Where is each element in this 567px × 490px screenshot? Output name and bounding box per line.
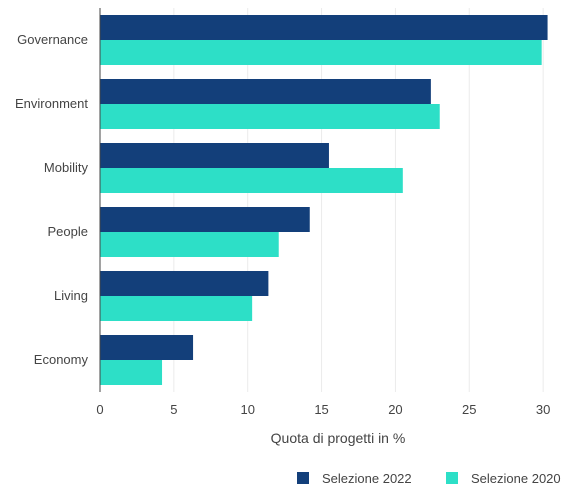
legend-swatch-1[interactable] xyxy=(297,472,309,484)
bar-economy-series-1[interactable] xyxy=(100,335,194,360)
x-axis-title: Quota di progetti in % xyxy=(271,430,406,446)
x-tick-label-20: 20 xyxy=(388,402,402,417)
x-tick-label-25: 25 xyxy=(462,402,476,417)
legend-label-1[interactable]: Selezione 2022 xyxy=(322,471,412,486)
x-tick-label-15: 15 xyxy=(314,402,328,417)
bar-living-series-1[interactable] xyxy=(100,271,269,296)
x-tick-label-30: 30 xyxy=(536,402,550,417)
legend-swatch-2[interactable] xyxy=(446,472,458,484)
x-tick-label-0: 0 xyxy=(96,402,103,417)
y-tick-label-economy: Economy xyxy=(34,352,89,367)
bar-governance-series-1[interactable] xyxy=(100,15,548,40)
bar-mobility-series-1[interactable] xyxy=(100,143,329,168)
bars xyxy=(100,15,548,385)
legend[interactable]: Selezione 2022 Selezione 2020 xyxy=(297,471,561,486)
bar-environment-series-1[interactable] xyxy=(100,79,431,104)
x-tick-labels: 0 5 10 15 20 25 30 xyxy=(96,402,550,417)
x-tick-label-5: 5 xyxy=(170,402,177,417)
y-tick-label-governance: Governance xyxy=(17,32,88,47)
y-tick-label-living: Living xyxy=(54,288,88,303)
bar-mobility-series-2[interactable] xyxy=(100,168,403,193)
bar-governance-series-2[interactable] xyxy=(100,40,542,65)
bar-living-series-2[interactable] xyxy=(100,296,253,321)
bar-people-series-2[interactable] xyxy=(100,232,279,257)
gridlines xyxy=(173,8,544,392)
bar-people-series-1[interactable] xyxy=(100,207,310,232)
y-tick-label-environment: Environment xyxy=(15,96,88,111)
legend-label-2[interactable]: Selezione 2020 xyxy=(471,471,561,486)
y-tick-labels: Governance Environment Mobility People Livin… xyxy=(15,32,88,367)
y-tick-label-people: People xyxy=(48,224,88,239)
y-tick-label-mobility: Mobility xyxy=(44,160,89,175)
bar-economy-series-2[interactable] xyxy=(100,360,163,385)
x-tick-label-10: 10 xyxy=(240,402,254,417)
bar-environment-series-2[interactable] xyxy=(100,104,440,129)
